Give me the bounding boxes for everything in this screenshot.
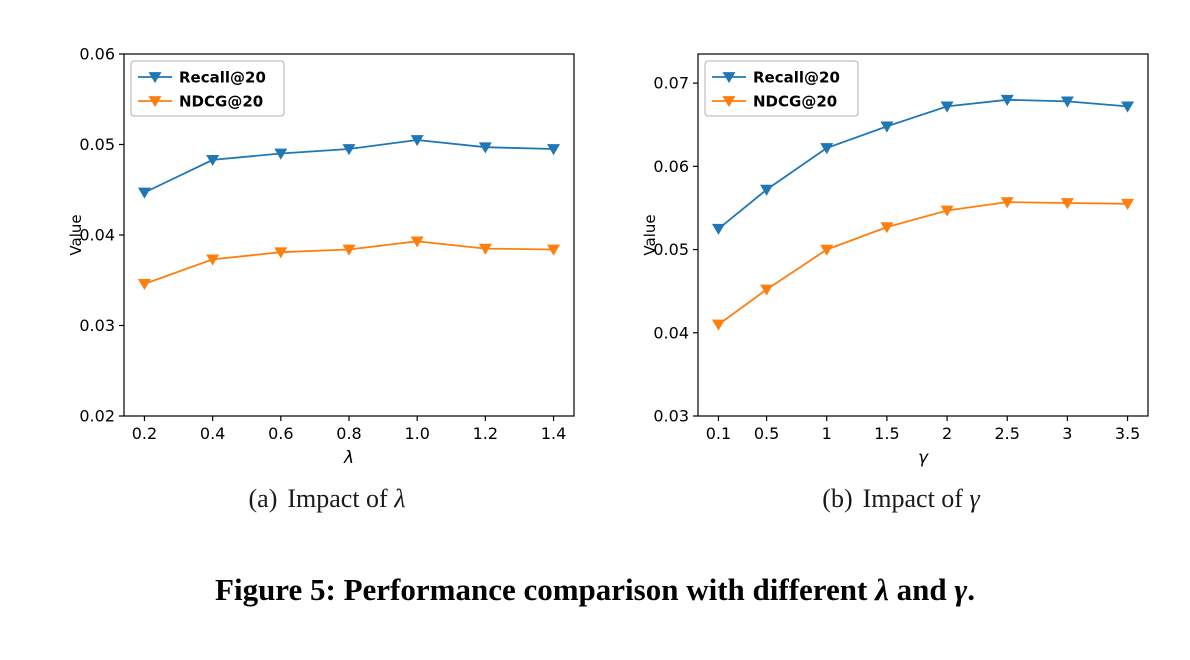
triangle-down-marker bbox=[1000, 197, 1014, 209]
caption-prefix: Figure 5: Performance comparison with di… bbox=[215, 572, 868, 607]
y-tick-label: 0.07 bbox=[653, 74, 689, 93]
triangle-down-marker bbox=[148, 72, 162, 84]
x-tick-label: 1.2 bbox=[473, 424, 498, 443]
caption-period: . bbox=[967, 572, 975, 607]
figure-caption: Figure 5: Performance comparison with di… bbox=[0, 572, 1190, 608]
series-line-ndcg-20 bbox=[717, 201, 1128, 326]
triangle-down-marker bbox=[410, 236, 424, 248]
triangle-down-marker bbox=[1121, 198, 1135, 210]
triangle-down-marker bbox=[722, 72, 736, 84]
triangle-down-marker bbox=[722, 96, 736, 108]
x-tick-label: 1.4 bbox=[541, 424, 566, 443]
legend-label: Recall@20 bbox=[753, 69, 840, 87]
triangle-down-marker bbox=[1000, 94, 1014, 106]
x-tick-label: 0.2 bbox=[132, 424, 157, 443]
triangle-down-marker bbox=[148, 96, 162, 108]
y-tick-label: 0.05 bbox=[653, 240, 689, 259]
y-tick-label: 0.04 bbox=[79, 226, 115, 245]
triangle-down-marker bbox=[760, 284, 774, 296]
triangle-down-marker bbox=[940, 101, 954, 113]
lambda-symbol: λ bbox=[394, 484, 406, 513]
triangle-down-marker bbox=[342, 144, 356, 156]
y-tick-label: 0.02 bbox=[79, 407, 115, 426]
legend-box bbox=[704, 60, 859, 117]
subcaption-a-index: (a) bbox=[248, 484, 278, 513]
triangle-down-marker bbox=[820, 143, 834, 155]
gamma-symbol: γ bbox=[969, 484, 980, 513]
subcaption-b: (b) Impact of γ bbox=[640, 484, 1162, 514]
x-tick-label: 0.4 bbox=[200, 424, 225, 443]
x-tick-label: 1.0 bbox=[404, 424, 429, 443]
triangle-down-marker bbox=[137, 278, 151, 291]
triangle-down-marker bbox=[206, 254, 220, 266]
subcaption-a-text: Impact of bbox=[287, 484, 388, 513]
y-tick-label: 0.05 bbox=[79, 135, 115, 154]
triangle-down-marker bbox=[478, 243, 492, 255]
subcaption-a: (a) Impact of λ bbox=[66, 484, 588, 514]
triangle-down-marker bbox=[1121, 101, 1135, 113]
x-tick-label: 2 bbox=[942, 424, 952, 443]
series-line-recall-20 bbox=[717, 98, 1128, 230]
triangle-down-marker bbox=[274, 247, 288, 259]
subcaption-b-text: Impact of bbox=[862, 484, 963, 513]
triangle-down-marker bbox=[880, 222, 894, 234]
y-tick-label: 0.03 bbox=[79, 316, 115, 335]
y-tick-label: 0.06 bbox=[79, 45, 115, 64]
x-tick-label: 0.5 bbox=[754, 424, 779, 443]
triangle-down-marker bbox=[547, 144, 561, 156]
y-tick-label: 0.04 bbox=[653, 323, 689, 342]
triangle-down-marker bbox=[940, 205, 954, 217]
x-tick-label: 1 bbox=[822, 424, 832, 443]
x-tick-label: 1.5 bbox=[874, 424, 899, 443]
y-axis-label: Value bbox=[641, 214, 659, 255]
caption-gamma-symbol: γ bbox=[954, 572, 968, 607]
x-tick-label: 0.1 bbox=[706, 424, 731, 443]
x-axis-label: γ bbox=[918, 448, 929, 468]
triangle-down-marker bbox=[880, 121, 894, 133]
lambda-impact-chart: 0.02 0.03 0.04 0.05 0.06 0.2 0.4 0.6 0.8 1.0 1.2 1.… bbox=[67, 45, 575, 468]
triangle-down-marker bbox=[711, 223, 725, 235]
caption-mid: and bbox=[896, 572, 947, 607]
triangle-down-marker bbox=[342, 244, 356, 256]
x-tick-label: 2.5 bbox=[994, 424, 1019, 443]
x-tick-label: 3.5 bbox=[1115, 424, 1140, 443]
triangle-down-marker bbox=[760, 184, 774, 196]
y-tick-label: 0.03 bbox=[653, 407, 689, 426]
triangle-down-marker bbox=[820, 244, 834, 256]
subcaption-b-index: (b) bbox=[822, 484, 853, 513]
legend-box bbox=[130, 60, 285, 117]
caption-lambda-symbol: λ bbox=[875, 572, 889, 607]
triangle-down-marker bbox=[274, 148, 288, 160]
y-axis-label: Value bbox=[67, 214, 85, 255]
triangle-down-marker bbox=[410, 135, 424, 147]
gamma-impact-chart: 0.03 0.04 0.05 0.06 0.07 0.1 0.5 1 1.5 2 2.5 3 3.5 γ V… bbox=[641, 53, 1149, 468]
legend-label: NDCG@20 bbox=[753, 93, 837, 111]
triangle-down-marker bbox=[1060, 198, 1074, 210]
triangle-down-marker bbox=[137, 187, 151, 199]
x-tick-label: 0.6 bbox=[268, 424, 293, 443]
x-axis-label: λ bbox=[343, 448, 354, 468]
y-tick-label: 0.06 bbox=[653, 157, 689, 176]
triangle-down-marker bbox=[206, 155, 220, 167]
x-tick-label: 3 bbox=[1062, 424, 1072, 443]
triangle-down-marker bbox=[478, 142, 492, 154]
x-tick-label: 0.8 bbox=[336, 424, 361, 443]
triangle-down-marker bbox=[1060, 96, 1074, 108]
triangle-down-marker bbox=[711, 319, 725, 331]
legend-label: Recall@20 bbox=[179, 69, 266, 87]
legend-label: NDCG@20 bbox=[179, 93, 263, 111]
triangle-down-marker bbox=[547, 244, 561, 256]
